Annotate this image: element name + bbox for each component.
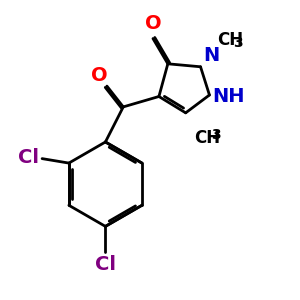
Text: O: O bbox=[91, 66, 108, 85]
Text: 3: 3 bbox=[233, 36, 243, 50]
Text: CH: CH bbox=[195, 129, 221, 147]
Text: NH: NH bbox=[212, 87, 245, 106]
Text: O: O bbox=[145, 14, 161, 33]
Text: Cl: Cl bbox=[95, 255, 116, 274]
Text: N: N bbox=[203, 46, 219, 65]
Text: Cl: Cl bbox=[18, 148, 39, 166]
Text: CH: CH bbox=[217, 31, 243, 49]
Text: 3: 3 bbox=[211, 128, 220, 142]
